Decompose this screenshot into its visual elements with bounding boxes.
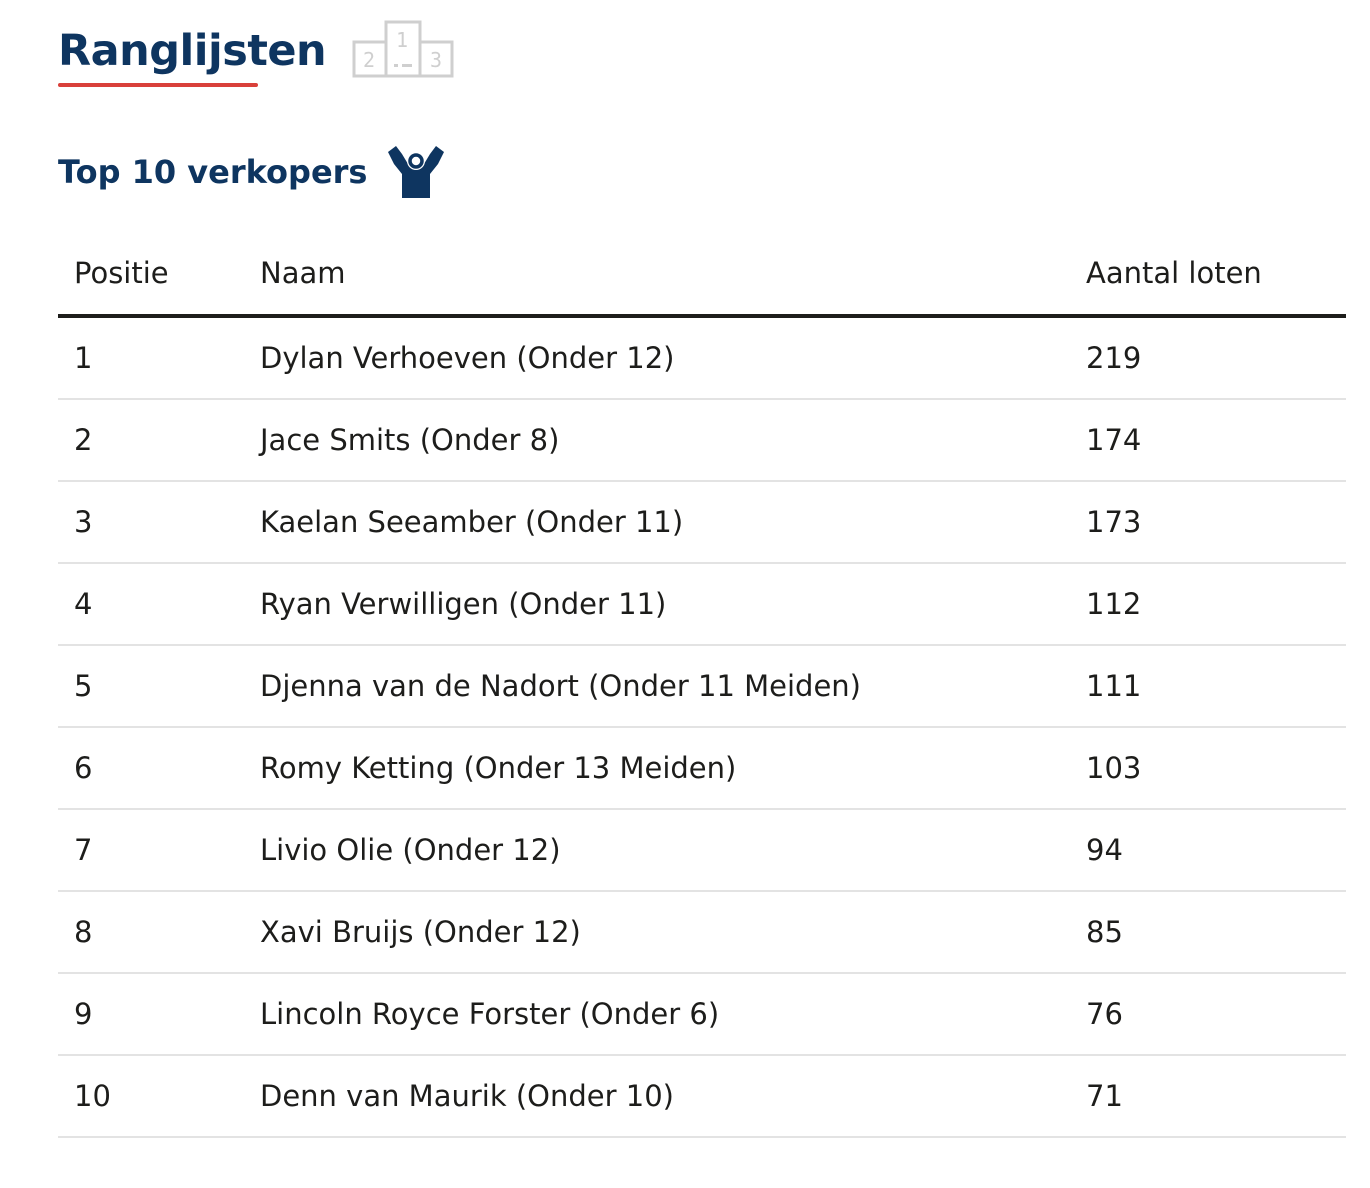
row-position: 3 <box>58 481 260 564</box>
section-title: Top 10 verkopers <box>58 153 368 191</box>
column-header-position: Positie <box>58 232 260 318</box>
row-ticket-count: 76 <box>1086 973 1346 1056</box>
table-header-row: Positie Naam Aantal loten <box>58 232 1346 318</box>
podium-icon: 2 1 3 <box>352 20 454 78</box>
table-row: 9 Lincoln Royce Forster (Onder 6) 76 <box>58 973 1346 1056</box>
podium-label-2: 2 <box>363 48 375 72</box>
title-underline <box>58 83 258 87</box>
row-position: 10 <box>58 1055 260 1138</box>
page-title: Ranglijsten <box>58 26 327 76</box>
table-row: 8 Xavi Bruijs (Onder 12) 85 <box>58 891 1346 974</box>
row-name: Kaelan Seeamber (Onder 11) <box>260 481 1086 564</box>
row-ticket-count: 94 <box>1086 809 1346 892</box>
row-position: 5 <box>58 645 260 728</box>
cheering-person-icon <box>388 146 444 198</box>
row-ticket-count: 111 <box>1086 645 1346 728</box>
row-ticket-count: 112 <box>1086 563 1346 646</box>
row-ticket-count: 174 <box>1086 399 1346 482</box>
table-row: 4 Ryan Verwilligen (Onder 11) 112 <box>58 563 1346 646</box>
row-ticket-count: 103 <box>1086 727 1346 810</box>
row-position: 6 <box>58 727 260 810</box>
podium-label-1: 1 <box>396 28 408 52</box>
page-header: Ranglijsten 2 1 3 <box>58 18 558 88</box>
row-position: 2 <box>58 399 260 482</box>
table-row: 7 Livio Olie (Onder 12) 94 <box>58 809 1346 892</box>
row-name: Jace Smits (Onder 8) <box>260 399 1086 482</box>
row-name: Xavi Bruijs (Onder 12) <box>260 891 1086 974</box>
row-name: Denn van Maurik (Onder 10) <box>260 1055 1086 1138</box>
top-sellers-table: Positie Naam Aantal loten 1 Dylan Verhoe… <box>58 232 1346 1138</box>
table-row: 1 Dylan Verhoeven (Onder 12) 219 <box>58 316 1346 400</box>
row-name: Livio Olie (Onder 12) <box>260 809 1086 892</box>
row-name: Lincoln Royce Forster (Onder 6) <box>260 973 1086 1056</box>
table-row: 5 Djenna van de Nadort (Onder 11 Meiden)… <box>58 645 1346 728</box>
row-name: Romy Ketting (Onder 13 Meiden) <box>260 727 1086 810</box>
column-header-ticket-count: Aantal loten <box>1086 232 1346 318</box>
row-position: 7 <box>58 809 260 892</box>
row-position: 8 <box>58 891 260 974</box>
row-position: 1 <box>58 316 260 400</box>
row-ticket-count: 85 <box>1086 891 1346 974</box>
podium-label-3: 3 <box>430 48 442 72</box>
table-row: 2 Jace Smits (Onder 8) 174 <box>58 399 1346 482</box>
column-header-name: Naam <box>260 232 1086 318</box>
row-name: Djenna van de Nadort (Onder 11 Meiden) <box>260 645 1086 728</box>
row-ticket-count: 71 <box>1086 1055 1346 1138</box>
row-name: Ryan Verwilligen (Onder 11) <box>260 563 1086 646</box>
row-ticket-count: 173 <box>1086 481 1346 564</box>
row-name: Dylan Verhoeven (Onder 12) <box>260 316 1086 400</box>
table-row: 6 Romy Ketting (Onder 13 Meiden) 103 <box>58 727 1346 810</box>
table-row: 3 Kaelan Seeamber (Onder 11) 173 <box>58 481 1346 564</box>
row-position: 4 <box>58 563 260 646</box>
row-position: 9 <box>58 973 260 1056</box>
row-ticket-count: 219 <box>1086 316 1346 400</box>
table-row: 10 Denn van Maurik (Onder 10) 71 <box>58 1055 1346 1138</box>
section-header: Top 10 verkopers <box>58 142 558 202</box>
